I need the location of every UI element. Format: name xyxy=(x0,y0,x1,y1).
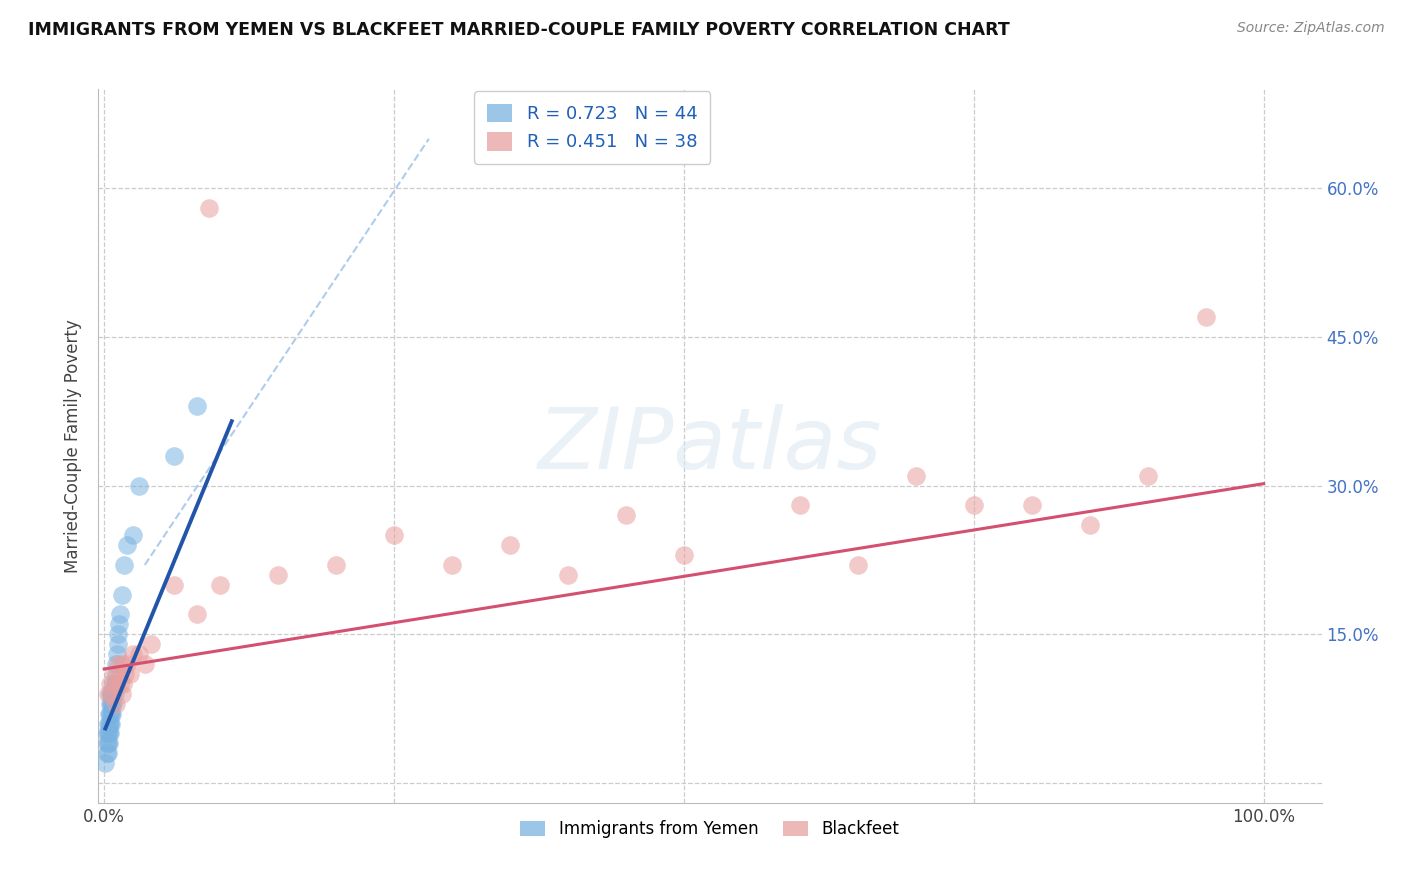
Point xyxy=(108,667,131,681)
Point xyxy=(122,528,145,542)
Point xyxy=(1078,518,1101,533)
Point xyxy=(97,716,120,731)
Point xyxy=(108,617,131,632)
Point xyxy=(163,578,186,592)
Point xyxy=(98,716,121,731)
Point xyxy=(111,677,134,691)
Text: IMMIGRANTS FROM YEMEN VS BLACKFEET MARRIED-COUPLE FAMILY POVERTY CORRELATION CHA: IMMIGRANTS FROM YEMEN VS BLACKFEET MARRI… xyxy=(28,21,1010,39)
Point xyxy=(186,400,208,414)
Point xyxy=(1136,468,1159,483)
Point xyxy=(107,657,129,671)
Point xyxy=(97,726,120,740)
Point xyxy=(122,647,145,661)
Point xyxy=(98,697,121,711)
Text: ZIPatlas: ZIPatlas xyxy=(538,404,882,488)
Point xyxy=(846,558,869,572)
Point xyxy=(104,687,127,701)
Point xyxy=(100,716,122,731)
Point xyxy=(98,677,121,691)
Point xyxy=(197,201,219,215)
Point xyxy=(499,538,522,552)
Point xyxy=(94,756,117,771)
Point xyxy=(110,588,132,602)
Point xyxy=(114,667,136,681)
Point xyxy=(904,468,927,483)
Point xyxy=(103,677,125,691)
Point xyxy=(103,667,125,681)
Point xyxy=(98,706,121,721)
Point xyxy=(382,528,405,542)
Point xyxy=(97,736,120,750)
Point xyxy=(97,706,120,721)
Point xyxy=(97,746,120,760)
Point xyxy=(186,607,208,622)
Point xyxy=(96,746,118,760)
Point xyxy=(110,677,132,691)
Point xyxy=(107,637,129,651)
Point xyxy=(209,578,232,592)
Point xyxy=(101,687,124,701)
Point xyxy=(96,726,118,740)
Text: Source: ZipAtlas.com: Source: ZipAtlas.com xyxy=(1237,21,1385,36)
Point xyxy=(672,548,695,562)
Point xyxy=(118,667,141,681)
Point xyxy=(117,657,139,671)
Point xyxy=(163,449,186,463)
Point xyxy=(134,657,156,671)
Point xyxy=(103,697,125,711)
Point xyxy=(104,667,127,681)
Point xyxy=(96,736,118,750)
Legend: Immigrants from Yemen, Blackfeet: Immigrants from Yemen, Blackfeet xyxy=(513,814,907,845)
Point xyxy=(267,567,290,582)
Point xyxy=(104,657,127,671)
Point xyxy=(110,607,132,622)
Point xyxy=(614,508,637,523)
Point xyxy=(105,647,128,661)
Point xyxy=(100,706,122,721)
Point xyxy=(101,706,124,721)
Y-axis label: Married-Couple Family Poverty: Married-Couple Family Poverty xyxy=(63,319,82,573)
Point xyxy=(104,697,127,711)
Point xyxy=(128,647,150,661)
Point xyxy=(97,716,120,731)
Point xyxy=(97,726,120,740)
Point xyxy=(325,558,347,572)
Point xyxy=(128,478,150,492)
Point xyxy=(112,558,135,572)
Point xyxy=(104,677,127,691)
Point xyxy=(557,567,579,582)
Point xyxy=(139,637,162,651)
Point xyxy=(110,657,132,671)
Point xyxy=(110,687,132,701)
Point xyxy=(441,558,464,572)
Point xyxy=(100,697,122,711)
Point xyxy=(98,726,121,740)
Point xyxy=(107,627,129,641)
Point xyxy=(104,677,127,691)
Point xyxy=(103,687,125,701)
Point xyxy=(1021,499,1043,513)
Point xyxy=(97,736,120,750)
Point xyxy=(104,677,127,691)
Point xyxy=(963,499,986,513)
Point xyxy=(101,697,124,711)
Point xyxy=(1195,310,1218,325)
Point xyxy=(117,538,139,552)
Point xyxy=(97,687,120,701)
Point xyxy=(789,499,811,513)
Point xyxy=(98,687,121,701)
Point xyxy=(101,687,124,701)
Point xyxy=(100,687,122,701)
